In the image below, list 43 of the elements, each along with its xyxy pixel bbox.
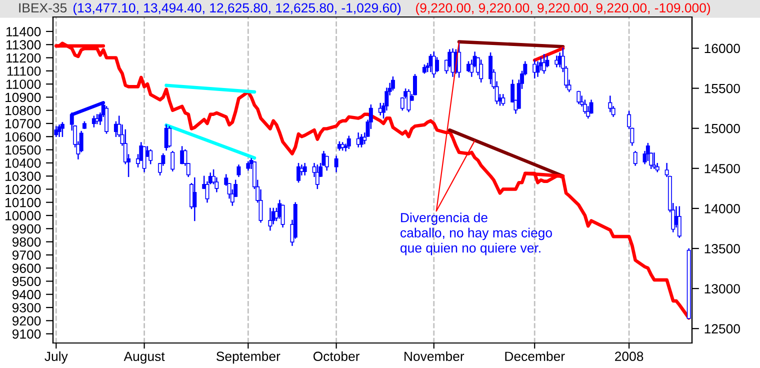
y-tick-label: 11100 [7,66,41,76]
y-tick-label: 9500 [12,276,41,286]
x-tick-label: September [216,351,280,364]
y-tick-label: 9800 [12,237,41,247]
y-tick-label: 9600 [12,264,41,273]
y-tick-label: 9700 [12,250,41,260]
y-tick-label: 10600 [6,132,41,142]
y-tick-label: 10900 [6,92,41,102]
text: IBEX-35 [19,3,67,13]
y2-tick-label: 15000 [704,124,740,134]
y-tick-label: 10100 [6,198,41,208]
y-tick-label: 9400 [12,290,41,300]
y2-tick-label: 15500 [704,84,740,94]
y-tick-label: 9300 [12,303,41,312]
y-tick-label: 10300 [6,172,41,181]
text: (9,220.00, 9,220.00, 9,220.00, 9,220.00, -109.000) [416,2,710,16]
y-tick-label: 10200 [6,184,41,194]
annotation: Divergencia de caballo, no hay mas ciego que quien no quiere ver. [400,212,552,256]
y2-tick-label: 13500 [704,244,740,254]
x-tick-label: December [505,351,565,362]
x-tick-label: August [124,352,165,364]
y-tick-label: 9900 [12,224,41,234]
y-tick-label: 11000 [6,80,41,89]
y-tick-label: 10700 [6,119,41,128]
y-tick-label: 10500 [6,145,41,155]
y2-tick-label: 14000 [704,204,740,214]
y-tick-label: 9100 [12,329,41,339]
y2-tick-label: 16000 [704,44,740,54]
y-tick-label: 9200 [12,316,41,326]
y-tick-label: 11200 [6,53,41,63]
x-tick-label: July [44,351,68,364]
y-tick-label: 10400 [6,158,41,168]
y-tick-label: 10000 [6,211,41,220]
text: (13,477.10, 13,494.40, 12,625.80, 12,625.80, -1,029.60) [74,2,401,16]
y-tick-label: 11300 [6,40,41,50]
y-tick-label: 11400 [6,27,41,36]
y2-tick-label: 13000 [704,284,740,294]
y2-tick-label: 12500 [704,324,740,334]
x-tick-label: 2008 [615,352,644,362]
y2-tick-label: 14500 [704,164,740,174]
y-tick-label: 10800 [6,106,41,116]
x-tick-label: November [404,351,464,362]
x-tick-label: October [313,351,360,362]
